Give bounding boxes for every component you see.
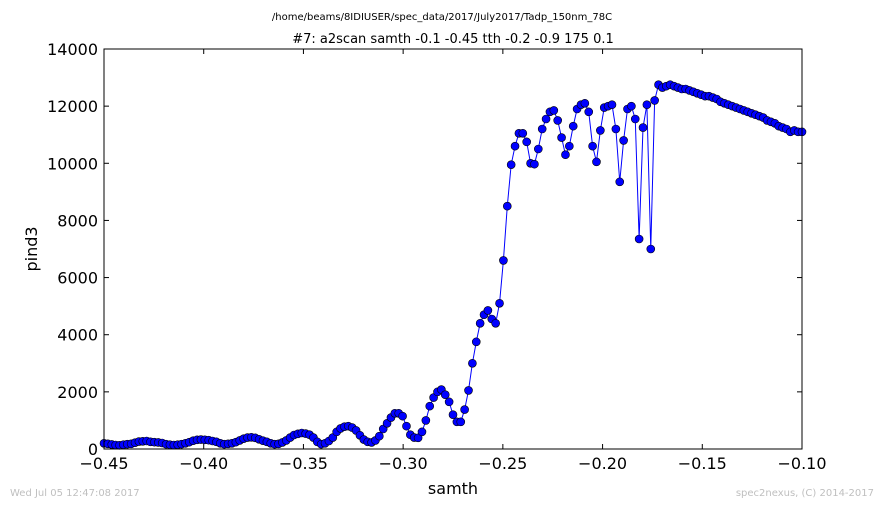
data-point [541, 114, 551, 124]
x-tick-label: −0.45 [79, 454, 128, 473]
data-point [375, 431, 384, 441]
x-tick-label: −0.35 [279, 454, 328, 473]
data-point [530, 159, 539, 169]
data-point [534, 144, 543, 154]
x-tick-label: −0.40 [179, 454, 228, 473]
x-tick-label: −0.20 [578, 454, 627, 473]
data-point [413, 433, 423, 443]
data-point [425, 401, 435, 411]
data-point [448, 410, 458, 420]
y-tick-label: 8000 [57, 211, 98, 230]
footer-credit: spec2nexus, (C) 2014-2017 [735, 488, 874, 499]
data-point [398, 411, 407, 421]
data-point [444, 397, 454, 407]
x-tick-label: −0.25 [478, 454, 527, 473]
data-point [650, 96, 659, 105]
data-point [611, 124, 621, 134]
data-point [483, 306, 493, 315]
data-point [561, 150, 570, 160]
x-axis-label: samth [428, 479, 478, 498]
data-point [588, 141, 597, 151]
data-point [557, 133, 566, 142]
y-tick-label: 10000 [47, 154, 98, 173]
data-point [627, 101, 636, 111]
data-point [506, 160, 516, 170]
x-tick-label: −0.30 [379, 454, 428, 473]
data-point [584, 107, 594, 117]
data-point [565, 141, 574, 151]
data-point [615, 177, 625, 187]
plot-frame [103, 48, 803, 450]
data-point [502, 201, 512, 211]
footer-timestamp: Wed Jul 05 12:47:08 2017 [10, 488, 140, 499]
series-layer [99, 80, 807, 450]
axis-layer: −0.45 −0.40 −0.35 −0.30 −0.25 −0.20 −0.15 −0.10… [47, 40, 826, 473]
data-point [440, 390, 450, 400]
data-point [475, 318, 485, 328]
y-tick-label: 4000 [57, 326, 98, 345]
chart-title: #7: a2scan samth -0.1 -0.45 tth -0.2 -0.… [292, 32, 614, 47]
data-point [456, 417, 466, 427]
y-tick-label: 2000 [57, 383, 98, 402]
data-point [619, 136, 628, 145]
y-tick-label: 0 [88, 440, 98, 459]
y-tick-label: 6000 [57, 269, 98, 288]
data-point [537, 124, 547, 134]
x-tick-label: −0.15 [678, 454, 727, 473]
data-point [510, 141, 520, 151]
data-point [630, 114, 640, 124]
data-point [471, 337, 481, 347]
data-point [460, 405, 469, 414]
data-point [518, 128, 528, 138]
x-tick-label: −0.10 [777, 454, 826, 473]
data-point [421, 416, 431, 425]
data-point [499, 256, 508, 265]
data-point [580, 98, 590, 108]
data-point [495, 298, 504, 308]
data-point [491, 318, 500, 328]
data-point [549, 106, 559, 115]
data-point [522, 137, 531, 147]
data-point [642, 100, 652, 110]
data-point [553, 116, 563, 125]
y-axis-label: pind3 [22, 226, 41, 271]
data-point [646, 244, 656, 254]
data-point [468, 358, 477, 368]
data-point [402, 421, 411, 431]
data-point [596, 126, 605, 135]
y-tick-label: 12000 [47, 97, 98, 116]
chart-suptitle: /home/beams/8IDIUSER/spec_data/2017/July… [272, 12, 612, 23]
data-point [464, 386, 473, 395]
data-point [634, 234, 644, 244]
data-point [607, 100, 617, 110]
y-tick-label: 14000 [47, 40, 98, 59]
data-point [592, 157, 601, 167]
data-point [568, 121, 578, 131]
series-line [103, 83, 802, 446]
data-point [638, 123, 648, 132]
data-point [417, 427, 427, 437]
